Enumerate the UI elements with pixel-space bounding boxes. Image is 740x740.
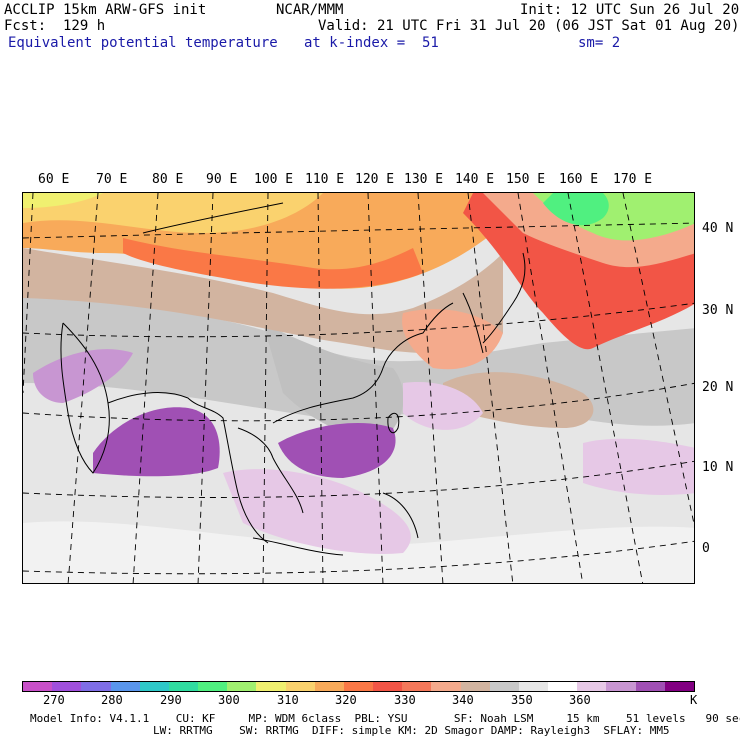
map-canvas: [23, 193, 694, 583]
colorbar-segment: [81, 682, 111, 691]
theta-e-map: [22, 192, 695, 584]
colorbar: [22, 681, 695, 692]
colorbar-segment: [664, 682, 694, 691]
colorbar-tick-label: 270: [43, 693, 65, 707]
colorbar-segment: [23, 682, 53, 691]
colorbar-segment: [110, 682, 140, 691]
lon-label: 150 E: [506, 172, 546, 187]
colorbar-segment: [431, 682, 461, 691]
lat-label: 0: [702, 541, 710, 556]
lon-label: 100 E: [254, 172, 294, 187]
model-info-line1: Model Info: V4.1.1 CU: KF MP: WDM 6class…: [30, 712, 740, 725]
colorbar-tick-label: 330: [394, 693, 416, 707]
colorbar-segment: [198, 682, 228, 691]
south-china-sea-convection: [278, 423, 396, 478]
colorbar-segment: [373, 682, 403, 691]
lat-label: 20 N: [702, 380, 734, 395]
colorbar-segment: [460, 682, 490, 691]
colorbar-tick-label: 290: [160, 693, 182, 707]
valid-time: Valid: 21 UTC Fri 31 Jul 20 (06 JST Sat …: [318, 18, 740, 34]
coastlines: [60, 202, 526, 556]
model-info-line2: LW: RRTMG SW: RRTMG DIFF: simple KM: 2D …: [153, 724, 670, 737]
colorbar-segment: [548, 682, 578, 691]
maritime-convection: [223, 469, 411, 554]
level-label: at k-index = 51: [304, 35, 439, 51]
colorbar-segment: [402, 682, 432, 691]
red-orange-band: [123, 238, 423, 289]
field-name: Equivalent potential temperature: [8, 35, 278, 51]
colorbar-segment: [256, 682, 286, 691]
colorbar-segment: [285, 682, 315, 691]
forecast-hour: Fcst: 129 h: [4, 18, 106, 34]
lat-label: 30 N: [702, 303, 734, 318]
init-time: Init: 12 UTC Sun 26 Jul 20: [520, 2, 740, 18]
lon-label: 140 E: [455, 172, 495, 187]
colorbar-tick-label: 310: [277, 693, 299, 707]
colorbar-segment: [606, 682, 636, 691]
colorbar-segment: [635, 682, 665, 691]
lon-label: 160 E: [559, 172, 599, 187]
green-core: [543, 193, 609, 226]
colorbar-tick-label: 320: [335, 693, 357, 707]
colorbar-segment: [139, 682, 169, 691]
smoothing-label: sm= 2: [578, 35, 621, 51]
lon-label: 170 E: [613, 172, 653, 187]
colorbar-tick-label: 280: [101, 693, 123, 707]
colorbar-segment: [314, 682, 344, 691]
center-label: NCAR/MMM: [276, 2, 344, 18]
graticule: [23, 193, 694, 583]
lon-label: 110 E: [305, 172, 345, 187]
pacific-convection: [583, 438, 694, 495]
colorbar-segment: [577, 682, 607, 691]
colorbar-tick-label: 300: [218, 693, 240, 707]
model-title: ACCLIP 15km ARW-GFS init: [4, 2, 207, 18]
colorbar-segment: [518, 682, 549, 691]
lon-label: 120 E: [355, 172, 395, 187]
lon-label: 90 E: [206, 172, 238, 187]
pale-yellow-band: [23, 193, 103, 208]
gray-region-china: [263, 323, 404, 443]
yellow-band: [23, 193, 323, 233]
lat-label: 40 N: [702, 221, 734, 236]
lon-label: 60 E: [38, 172, 70, 187]
lon-label: 130 E: [404, 172, 444, 187]
colorbar-tick-label: 350: [511, 693, 533, 707]
colorbar-segment: [227, 682, 257, 691]
colorbar-tick-label: 360: [569, 693, 591, 707]
colorbar-segment: [489, 682, 519, 691]
colorbar-unit: K: [690, 693, 698, 707]
colorbar-segment: [343, 682, 374, 691]
east-china-sea: [402, 309, 503, 370]
india-convection: [33, 349, 133, 403]
philippine-sea-convection: [403, 382, 483, 430]
lon-label: 80 E: [152, 172, 184, 187]
lon-label: 70 E: [96, 172, 128, 187]
colorbar-segment: [168, 682, 199, 691]
bay-of-bengal-convection: [93, 407, 220, 477]
lat-label: 10 N: [702, 460, 734, 475]
colorbar-segment: [52, 682, 82, 691]
tan-band: [23, 248, 503, 353]
colorbar-tick-label: 340: [452, 693, 474, 707]
